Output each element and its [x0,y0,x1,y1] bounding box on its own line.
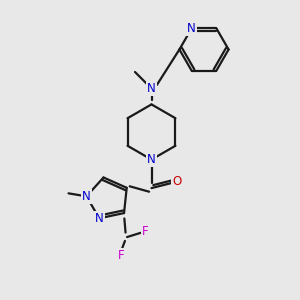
Text: F: F [142,225,148,238]
Text: N: N [147,153,156,166]
Text: N: N [147,82,156,95]
Text: N: N [95,212,103,225]
Text: F: F [118,249,124,262]
Text: O: O [172,175,182,188]
Text: N: N [82,190,91,203]
Text: N: N [187,22,196,35]
